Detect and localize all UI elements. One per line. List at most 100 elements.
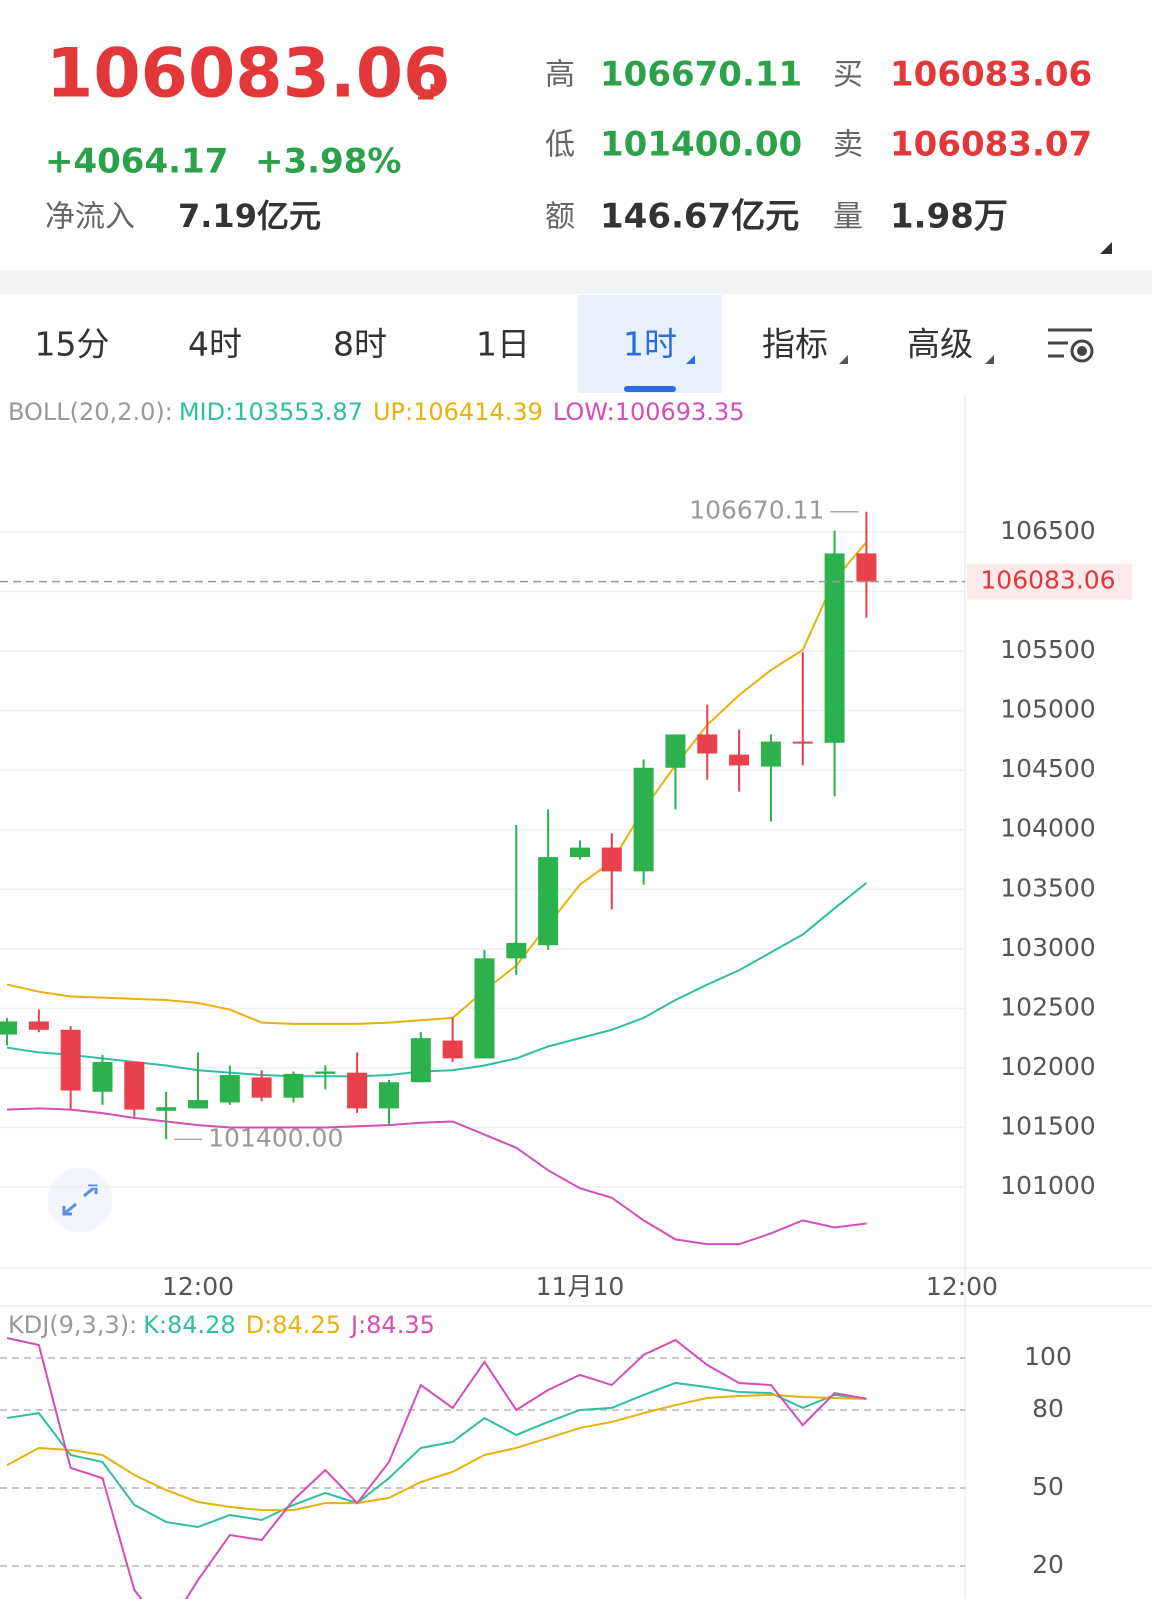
legend-entry: LOW:100693.35: [553, 398, 745, 426]
series-line: [6, 1381, 867, 1529]
candle-body: [251, 1077, 272, 1098]
legend-entry: UP:106414.39: [373, 398, 543, 426]
candle-body: [156, 1107, 177, 1111]
series-line: [6, 541, 868, 1025]
candle-body: [856, 553, 877, 582]
candle-body: [28, 1021, 49, 1030]
last-price: 106083.06: [46, 35, 450, 114]
tab-bar: 15分 4时 8时 1日 1时 指标 高级: [35, 295, 1094, 393]
tab[interactable]: 15分: [35, 325, 110, 364]
series-line: [6, 1337, 867, 1599]
y-tick-label: 20: [1032, 1550, 1064, 1579]
buy-label: 买: [833, 58, 863, 93]
net-inflow: 7.19亿元: [178, 197, 321, 235]
candle-body: [410, 1038, 431, 1083]
candle-body: [569, 847, 590, 858]
y-tick-label: 101500: [1000, 1111, 1095, 1140]
min-label: 101400.00: [208, 1123, 343, 1152]
candle-body: [824, 553, 845, 743]
legend-entry: D:84.25: [246, 1311, 341, 1339]
plot-area: [0, 511, 965, 1246]
low: 101400.00: [600, 125, 802, 165]
tab[interactable]: 1日: [476, 325, 530, 364]
y-tick-label: 102500: [1000, 992, 1095, 1021]
candle-body: [187, 1100, 208, 1109]
legend-entry: K:84.28: [143, 1311, 236, 1339]
amount: 146.67亿元: [600, 197, 799, 237]
change-pct: +3.98%: [255, 142, 401, 182]
legend-entry: MID:103553.87: [179, 398, 363, 426]
y-tick-label: 104000: [1000, 814, 1095, 843]
legend-entry: J:84.35: [349, 1311, 435, 1339]
tab[interactable]: 4时: [188, 325, 242, 364]
last-price-badge: [967, 563, 1132, 600]
candle-body: [219, 1075, 240, 1103]
active-tab-indicator: [624, 386, 676, 392]
candle-body: [60, 1029, 81, 1091]
high-label: 高: [545, 58, 575, 93]
plot-area: [0, 1337, 965, 1599]
max-label: 106670.11: [689, 496, 824, 525]
y-tick-label: 106500: [1000, 516, 1095, 545]
down-arrow-icon: [408, 76, 434, 100]
tab[interactable]: 1时: [623, 325, 677, 364]
volume: 1.98万: [890, 197, 1008, 237]
y-tick-label: 80: [1032, 1394, 1064, 1423]
tab[interactable]: 指标: [762, 325, 828, 364]
candle-body: [697, 734, 718, 754]
tab[interactable]: 高级: [907, 325, 973, 364]
change: +4064.17: [45, 142, 228, 182]
amount-label: 额: [545, 200, 575, 235]
y-tick-label: 103000: [1000, 933, 1095, 962]
tab-caret: [686, 355, 695, 364]
candle-body: [442, 1040, 463, 1059]
y-tick-label: 104500: [1000, 754, 1095, 783]
candle-body: [474, 958, 495, 1059]
tab[interactable]: 8时: [333, 325, 387, 364]
tab-caret: [839, 355, 848, 364]
last-price-label: 106083.06: [980, 566, 1115, 595]
y-tick-label: 50: [1032, 1472, 1064, 1501]
candle-body: [124, 1061, 145, 1110]
candle-body: [538, 857, 559, 946]
candle-body: [0, 1021, 18, 1035]
candle-body: [506, 942, 527, 959]
buy: 106083.06: [890, 55, 1092, 95]
settings-icon[interactable]: [1048, 328, 1094, 363]
y-tick-label: 105500: [1000, 635, 1095, 664]
volume-label: 量: [833, 200, 863, 235]
y-tick-label: 103500: [1000, 873, 1095, 902]
legend-title: BOLL(20,2.0):: [8, 398, 173, 426]
sell: 106083.07: [890, 125, 1092, 165]
expand-corner[interactable]: [1100, 242, 1112, 254]
candle-body: [283, 1073, 304, 1098]
candle-body: [378, 1082, 399, 1109]
tab-caret: [985, 355, 994, 364]
separator-band: [0, 270, 1152, 294]
candle-body: [601, 847, 622, 872]
series-line: [6, 1107, 867, 1246]
series-line: [6, 882, 868, 1078]
x-tick-label: 12:00: [926, 1272, 998, 1301]
active-tab-bg: [578, 295, 722, 393]
y-tick-label: 102000: [1000, 1052, 1095, 1081]
candle-body: [633, 767, 654, 872]
legend-title: KDJ(9,3,3):: [8, 1311, 137, 1339]
low-label: 低: [545, 128, 575, 163]
y-tick-label: 100: [1024, 1342, 1072, 1371]
high: 106670.11: [600, 55, 802, 95]
sell-label: 卖: [833, 128, 863, 163]
y-tick-label: 101000: [1000, 1171, 1095, 1200]
candle-body: [665, 734, 686, 768]
candle-body: [92, 1061, 113, 1092]
candle-body: [792, 741, 813, 744]
candle-body: [760, 741, 781, 767]
candle-body: [729, 754, 750, 766]
expand-button[interactable]: [48, 1168, 112, 1232]
candle-body: [315, 1071, 336, 1074]
series-line: [6, 1393, 867, 1512]
y-tick-label: 105000: [1000, 695, 1095, 724]
